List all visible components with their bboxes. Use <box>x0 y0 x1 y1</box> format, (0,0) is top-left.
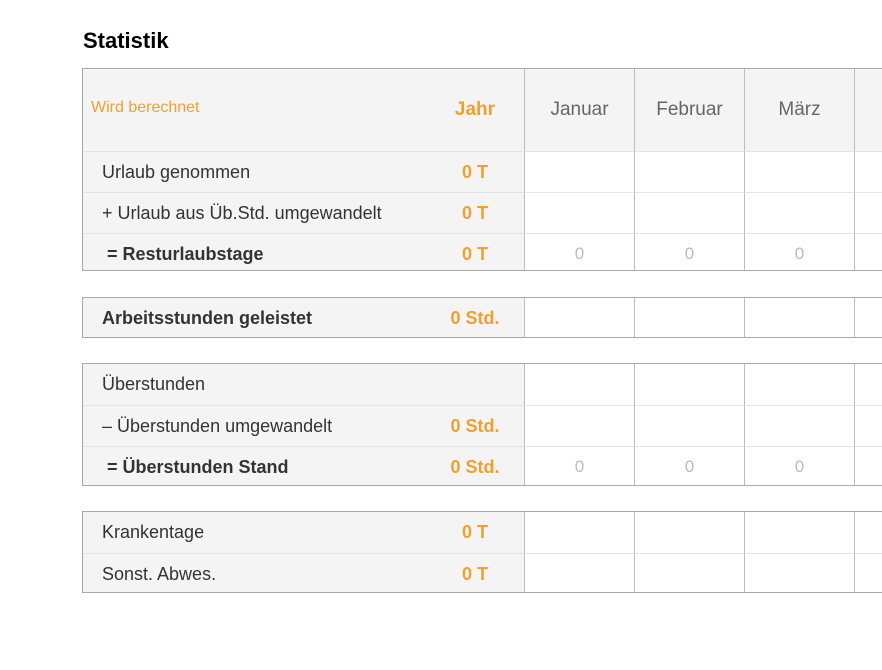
month-cell <box>744 405 854 446</box>
month-cell <box>854 553 882 592</box>
month-cell: 0 <box>524 233 634 270</box>
row-left: Urlaub genommen 0 T <box>83 151 524 192</box>
title: Statistik <box>83 28 169 53</box>
table-group: Arbeitsstunden geleistet 0 Std. <box>82 297 882 338</box>
row-left: Sonst. Abwes. 0 T <box>83 553 524 592</box>
month-cell <box>634 364 744 405</box>
stat-row: Arbeitsstunden geleistet 0 Std. <box>83 298 882 337</box>
row-label: Urlaub genommen <box>102 161 251 182</box>
stat-row: = Überstunden Stand 0 Std. 0 0 0 <box>83 446 882 485</box>
month-cell <box>854 405 882 446</box>
month-header: Januar <box>524 69 634 151</box>
row-label: Krankentage <box>102 522 205 542</box>
month-cell <box>744 553 854 592</box>
month-cell <box>524 151 634 192</box>
row-value: 0 T <box>461 161 488 182</box>
row-label: Sonst. Abwes. <box>102 563 217 584</box>
month-cell <box>524 512 634 553</box>
stat-row: Krankentage 0 T <box>83 512 882 553</box>
header-label: Wird berechnet <box>91 99 200 116</box>
table-group: Überstunden – Überstunden umgewandelt 0 St… <box>82 363 882 486</box>
month-cell <box>634 192 744 233</box>
month-cell <box>634 151 744 192</box>
month-cell: 0 <box>744 446 854 485</box>
row-left: Überstunden <box>83 364 524 405</box>
row-value: 0 T <box>461 243 488 264</box>
stat-row: – Überstunden umgewandelt 0 Std. <box>83 405 882 446</box>
month-cell: 0 <box>744 233 854 270</box>
row-left: Krankentage 0 T <box>83 512 524 553</box>
table-group: Wird berechnet Jahr Januar Februar März Urlau… <box>82 68 882 271</box>
row-value: 0 T <box>461 522 488 542</box>
header-row: Wird berechnet Jahr Januar Februar März <box>83 69 882 151</box>
month-cell <box>744 192 854 233</box>
month-cell <box>524 192 634 233</box>
stat-row: + Urlaub aus Üb.Std. umgewandelt 0 T <box>83 192 882 233</box>
month-cell <box>524 298 634 337</box>
month-cell <box>744 298 854 337</box>
row-left: = Resturlaubstage 0 T <box>83 233 524 270</box>
row-label: Arbeitsstunden geleistet <box>102 308 313 328</box>
month-cell <box>524 364 634 405</box>
month-cell <box>634 553 744 592</box>
row-value: 0 Std. <box>450 415 500 436</box>
month-cell <box>744 151 854 192</box>
row-label: = Überstunden Stand <box>107 456 289 477</box>
row-left: – Überstunden umgewandelt 0 Std. <box>83 405 524 446</box>
row-left: + Urlaub aus Üb.Std. umgewandelt 0 T <box>83 192 524 233</box>
row-label: + Urlaub aus Üb.Std. umgewandelt <box>102 202 382 223</box>
month-cell <box>854 151 882 192</box>
row-value: 0 T <box>461 563 488 584</box>
month-header <box>854 69 882 151</box>
row-label: = Resturlaubstage <box>107 243 264 264</box>
row-left: Arbeitsstunden geleistet 0 Std. <box>83 298 524 337</box>
stat-row: Sonst. Abwes. 0 T <box>83 553 882 592</box>
month-header: März <box>744 69 854 151</box>
row-left: = Überstunden Stand 0 Std. <box>83 446 524 485</box>
month-header: Februar <box>634 69 744 151</box>
month-cell <box>854 298 882 337</box>
month-cell <box>524 405 634 446</box>
month-cell <box>634 512 744 553</box>
year-label: Jahr <box>454 99 496 120</box>
month-cell <box>854 233 882 270</box>
month-cell <box>854 364 882 405</box>
stat-row: Urlaub genommen 0 T <box>83 151 882 192</box>
month-cell <box>744 512 854 553</box>
month-cell: 0 <box>524 446 634 485</box>
row-label: Überstunden <box>102 374 206 394</box>
month-cell <box>744 364 854 405</box>
month-cell <box>854 446 882 485</box>
month-cell: 0 <box>634 446 744 485</box>
row-value: 0 Std. <box>450 456 500 477</box>
table-group: Krankentage 0 T Sonst. Abwes. 0 T <box>82 511 882 593</box>
month-cell <box>634 298 744 337</box>
row-value: 0 Std. <box>450 308 500 328</box>
month-cell <box>524 553 634 592</box>
month-cell <box>634 405 744 446</box>
month-cell <box>854 512 882 553</box>
month-cell: 0 <box>634 233 744 270</box>
row-value: 0 T <box>461 202 488 223</box>
row-label: – Überstunden umgewandelt <box>102 415 333 436</box>
header-left: Wird berechnet Jahr <box>83 69 524 151</box>
stat-row: Überstunden <box>83 364 882 405</box>
month-cell <box>854 192 882 233</box>
